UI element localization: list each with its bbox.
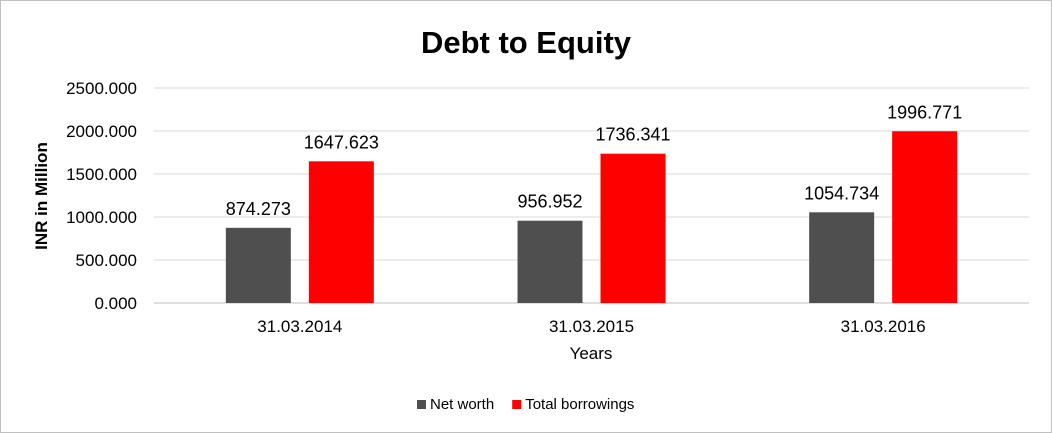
legend: Net worth Total borrowings [417, 396, 634, 413]
data-label: 1647.623 [304, 132, 379, 152]
y-tick-label: 1500.000 [66, 165, 137, 184]
bar-total-borrowings [600, 153, 666, 303]
legend-swatch-net-worth [417, 400, 426, 409]
legend-label: Total borrowings [525, 396, 634, 413]
bar-net-worth [517, 220, 583, 303]
y-tick-label: 0.000 [94, 294, 137, 313]
x-axis-title: Years [570, 344, 613, 363]
chart-title: Debt to Equity [421, 25, 632, 60]
data-label: 1736.341 [595, 125, 670, 145]
legend-label: Net worth [430, 396, 494, 413]
data-label: 874.273 [226, 199, 291, 219]
data-label: 956.952 [517, 192, 582, 212]
bar-net-worth [225, 227, 291, 303]
data-label: 1996.771 [887, 102, 962, 122]
legend-swatch-total-borrowings [512, 400, 522, 409]
bar-net-worth [809, 212, 875, 303]
y-tick-label: 1000.000 [66, 208, 137, 227]
y-tick-label: 2500.000 [66, 79, 137, 98]
y-tick-label: 500.000 [76, 251, 137, 270]
bar-total-borrowings [308, 161, 374, 303]
y-tick-label: 2000.000 [66, 122, 137, 141]
x-tick-label: 31.03.2015 [549, 317, 634, 336]
y-axis-title: INR in Million [32, 142, 51, 250]
data-label: 1054.734 [804, 183, 879, 203]
bar-total-borrowings [892, 131, 958, 303]
x-tick-label: 31.03.2014 [257, 317, 342, 336]
x-tick-label: 31.03.2016 [841, 317, 926, 336]
